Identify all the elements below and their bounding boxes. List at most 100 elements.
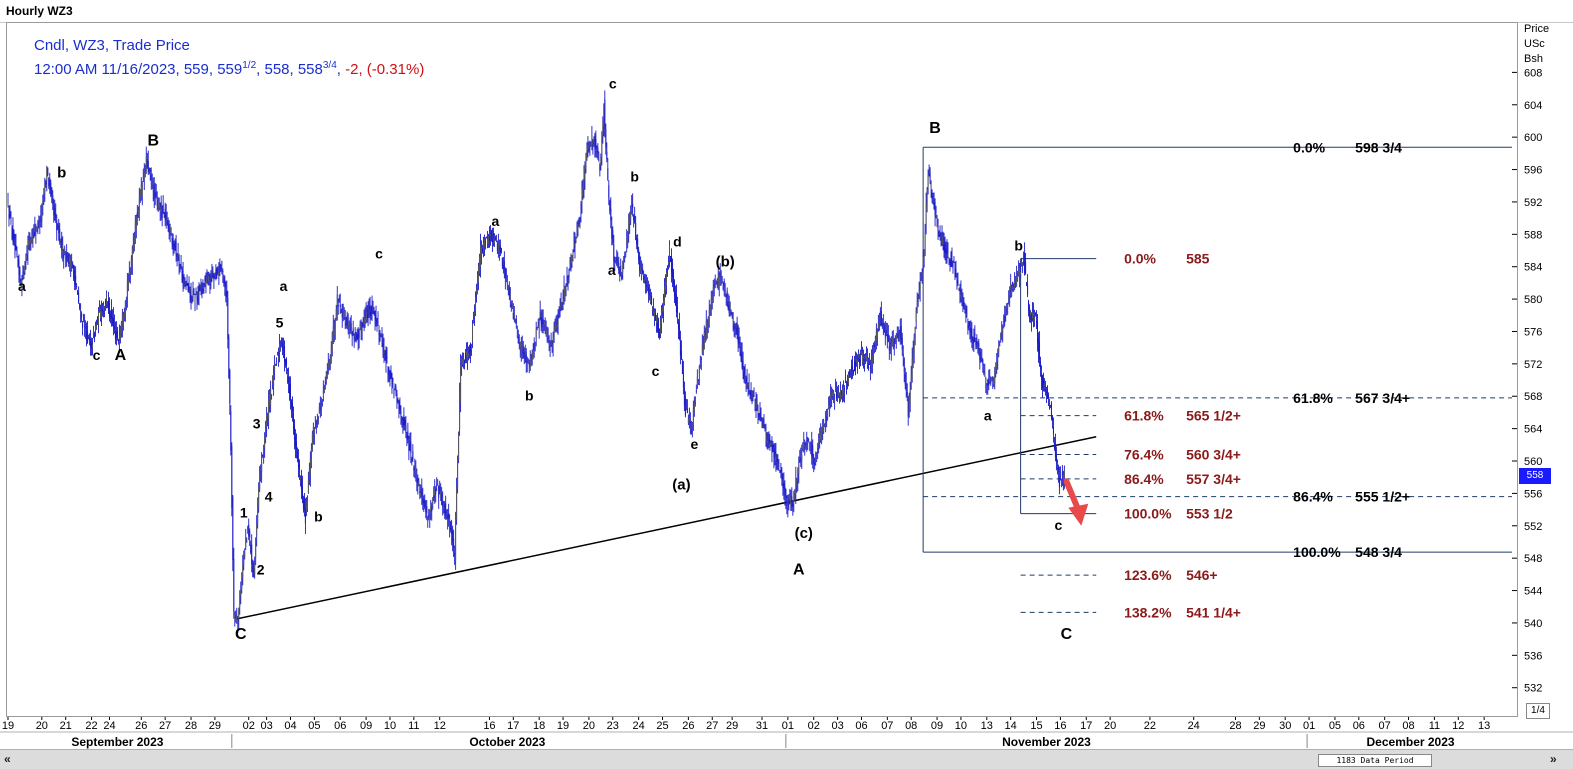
candle-body bbox=[796, 479, 798, 485]
candle-body bbox=[998, 346, 1000, 352]
candle bbox=[496, 240, 498, 254]
candle-body bbox=[592, 141, 594, 144]
candle bbox=[393, 388, 395, 399]
candle-body bbox=[264, 436, 266, 448]
candle bbox=[862, 349, 864, 369]
candle bbox=[381, 327, 383, 348]
candle-body bbox=[155, 192, 157, 198]
candle bbox=[815, 451, 817, 466]
candle-body bbox=[638, 249, 640, 260]
candle-body bbox=[728, 305, 730, 313]
x-tick-label: 06 bbox=[334, 720, 346, 732]
candle-body bbox=[386, 356, 388, 359]
candle-body bbox=[765, 430, 767, 439]
candle-body bbox=[139, 190, 141, 198]
candle-body bbox=[633, 215, 635, 221]
candle bbox=[11, 225, 13, 241]
candle-body bbox=[705, 321, 707, 338]
candle-body bbox=[835, 389, 837, 392]
zoom-indicator[interactable]: 1/4 bbox=[1526, 703, 1550, 719]
fib-minor-price: 560 3/4+ bbox=[1186, 447, 1241, 463]
scroll-left-icon[interactable]: « bbox=[4, 752, 11, 766]
candle-body bbox=[938, 231, 940, 233]
candle-body bbox=[336, 294, 338, 314]
candle-body bbox=[270, 389, 272, 406]
candle-body bbox=[717, 276, 719, 288]
candle bbox=[79, 303, 81, 311]
candle bbox=[170, 227, 172, 236]
candle bbox=[1024, 242, 1026, 276]
candle-body bbox=[779, 470, 781, 473]
candle bbox=[454, 545, 456, 565]
candle-body bbox=[973, 337, 975, 344]
candle-body bbox=[131, 247, 133, 265]
candle bbox=[291, 396, 293, 422]
candle bbox=[502, 256, 504, 274]
candle-body bbox=[990, 381, 992, 384]
candle-body bbox=[738, 337, 740, 345]
candle bbox=[234, 611, 236, 627]
candle bbox=[836, 381, 838, 402]
trendline-layer bbox=[236, 435, 1097, 620]
candle-body bbox=[677, 320, 679, 329]
candle bbox=[456, 477, 458, 525]
candle-body bbox=[476, 289, 478, 294]
down-arrow-head bbox=[1068, 503, 1089, 526]
candle-body bbox=[477, 274, 479, 294]
candle-body bbox=[921, 272, 923, 276]
legend-close-fraction: 3/4 bbox=[322, 60, 337, 71]
candle bbox=[903, 357, 905, 383]
candle bbox=[648, 280, 650, 303]
candle-body bbox=[979, 351, 981, 361]
candle-body bbox=[859, 360, 861, 362]
horizontal-scrollbar[interactable]: « 1183 Data Period » bbox=[0, 749, 1573, 769]
data-period-indicator[interactable]: 1183 Data Period bbox=[1318, 754, 1432, 767]
candle-body bbox=[252, 563, 254, 572]
candle-body bbox=[764, 428, 766, 430]
candle bbox=[1004, 305, 1006, 327]
candle bbox=[489, 225, 491, 246]
plot-area[interactable] bbox=[6, 22, 1518, 717]
candle bbox=[460, 354, 462, 413]
candle bbox=[652, 306, 654, 316]
candle-body bbox=[510, 304, 512, 307]
candle bbox=[605, 123, 607, 155]
legend-ohlc-line: 12:00 AM 11/16/2023, 559, 5591/2, 558, 5… bbox=[34, 56, 424, 80]
candle bbox=[111, 309, 113, 327]
candle-body bbox=[144, 166, 146, 168]
candle bbox=[992, 376, 994, 390]
candle-body bbox=[172, 238, 174, 247]
candle-body bbox=[678, 323, 680, 339]
candle bbox=[591, 126, 593, 151]
candle-body bbox=[658, 319, 660, 334]
candle-body bbox=[905, 383, 907, 392]
candle-body bbox=[480, 247, 482, 255]
candle-body bbox=[548, 343, 550, 345]
x-tick-label: 22 bbox=[1144, 720, 1156, 732]
candle-body bbox=[196, 296, 198, 301]
candle-body bbox=[1032, 312, 1034, 320]
scroll-right-icon[interactable]: » bbox=[1550, 752, 1557, 766]
candle-body bbox=[714, 282, 716, 284]
candle bbox=[886, 322, 888, 349]
candle-body bbox=[413, 467, 415, 471]
candle bbox=[555, 315, 557, 332]
candle bbox=[857, 349, 859, 362]
candle bbox=[214, 272, 216, 279]
candle-body bbox=[853, 369, 855, 374]
candle bbox=[333, 319, 335, 343]
candle-body bbox=[862, 356, 864, 358]
candle-body bbox=[453, 538, 455, 548]
candle bbox=[363, 309, 365, 332]
candle-body bbox=[163, 212, 165, 213]
candle bbox=[118, 324, 120, 353]
candle bbox=[35, 223, 37, 244]
wave-label: 2 bbox=[257, 561, 265, 577]
candle-body bbox=[1009, 287, 1011, 296]
candle bbox=[795, 466, 797, 504]
candle bbox=[1056, 459, 1058, 475]
candle-body bbox=[553, 326, 555, 337]
candle-body bbox=[914, 327, 916, 335]
candle-body bbox=[1041, 374, 1043, 380]
